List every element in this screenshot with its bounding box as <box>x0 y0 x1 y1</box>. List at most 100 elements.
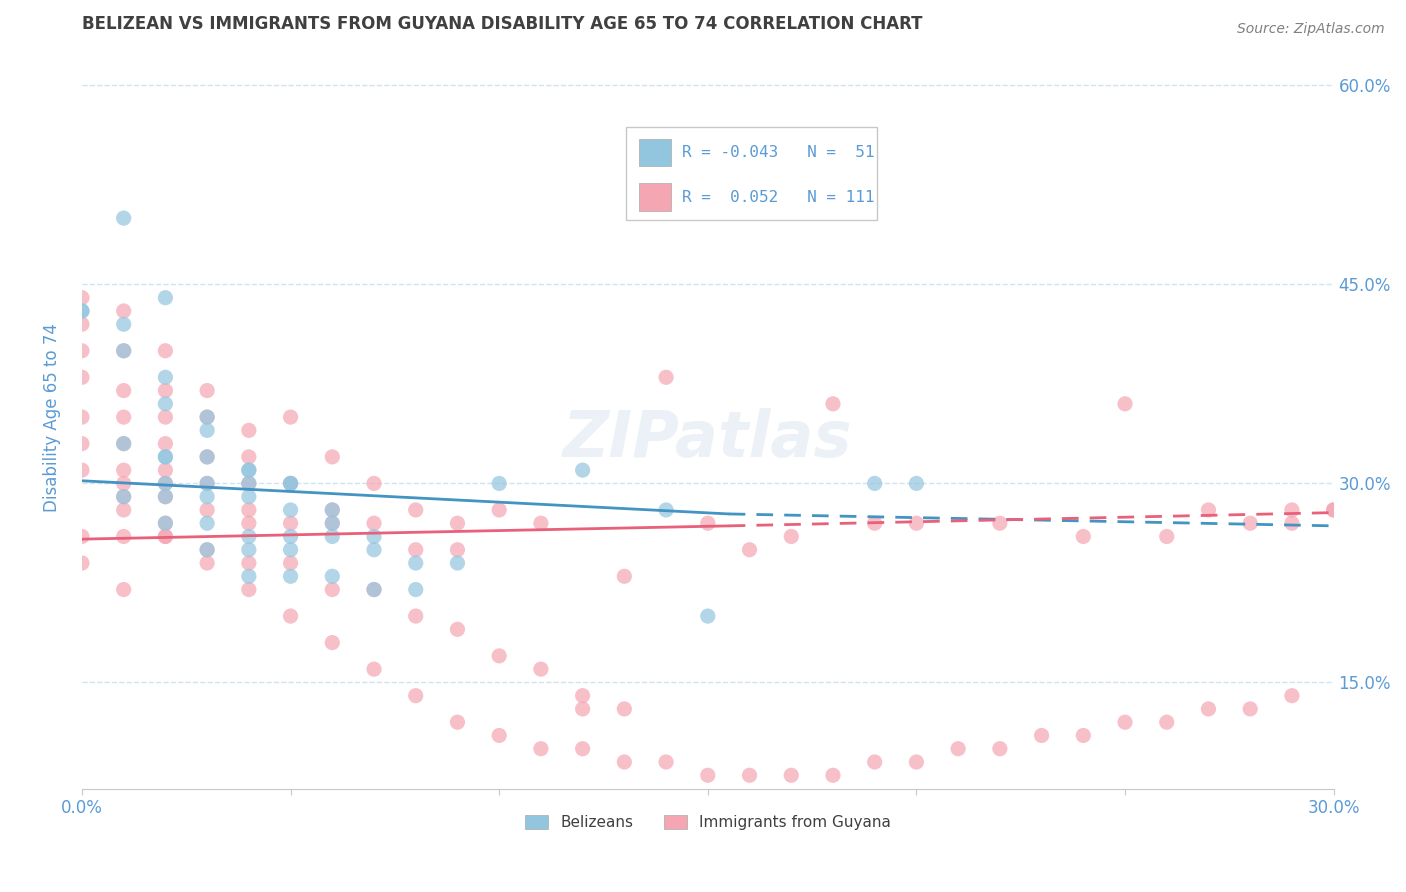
Point <box>195 516 218 531</box>
Point <box>1323 503 1346 517</box>
Point <box>112 304 135 318</box>
Point <box>780 768 803 782</box>
Y-axis label: Disability Age 65 to 74: Disability Age 65 to 74 <box>44 323 60 511</box>
Point <box>405 689 427 703</box>
Point <box>321 569 343 583</box>
Point <box>905 516 928 531</box>
Point <box>863 516 886 531</box>
Point <box>280 569 302 583</box>
Point <box>280 503 302 517</box>
Point <box>488 648 510 663</box>
Text: Source: ZipAtlas.com: Source: ZipAtlas.com <box>1237 22 1385 37</box>
Point <box>70 304 93 318</box>
Point <box>70 370 93 384</box>
Point <box>112 211 135 226</box>
Point <box>280 556 302 570</box>
Point <box>363 542 385 557</box>
Point <box>112 317 135 331</box>
Point <box>571 702 593 716</box>
Point <box>1323 503 1346 517</box>
Point <box>195 490 218 504</box>
Point <box>155 343 177 358</box>
Point <box>1114 397 1136 411</box>
Point <box>321 503 343 517</box>
Point <box>155 529 177 543</box>
Point <box>280 476 302 491</box>
Point <box>238 529 260 543</box>
Point <box>446 715 468 730</box>
Point <box>155 476 177 491</box>
Point <box>155 529 177 543</box>
Point <box>238 463 260 477</box>
Point <box>195 384 218 398</box>
Point <box>821 768 844 782</box>
Point <box>488 476 510 491</box>
Point <box>488 729 510 743</box>
Point <box>530 662 553 676</box>
Point <box>238 582 260 597</box>
Point <box>1198 503 1220 517</box>
Point <box>613 702 636 716</box>
Point <box>112 582 135 597</box>
Point <box>1281 516 1303 531</box>
Point <box>238 476 260 491</box>
Point <box>155 463 177 477</box>
Legend: Belizeans, Immigrants from Guyana: Belizeans, Immigrants from Guyana <box>519 809 897 837</box>
Point <box>238 423 260 437</box>
Point <box>280 609 302 624</box>
Point <box>363 662 385 676</box>
Point <box>155 516 177 531</box>
Point <box>280 542 302 557</box>
Point <box>70 291 93 305</box>
Point <box>112 343 135 358</box>
Point <box>112 503 135 517</box>
Point <box>195 503 218 517</box>
Point <box>738 542 761 557</box>
Point <box>280 529 302 543</box>
Text: ZIPatlas: ZIPatlas <box>562 409 852 470</box>
Point <box>155 476 177 491</box>
Point <box>70 343 93 358</box>
Point <box>1156 529 1178 543</box>
Point <box>112 436 135 450</box>
Point <box>195 476 218 491</box>
Point <box>321 503 343 517</box>
Point <box>155 410 177 425</box>
Point <box>195 556 218 570</box>
Point <box>238 542 260 557</box>
Point <box>195 450 218 464</box>
Point <box>70 463 93 477</box>
Point <box>405 609 427 624</box>
Point <box>738 768 761 782</box>
Point <box>195 410 218 425</box>
Point <box>195 476 218 491</box>
Point <box>1156 715 1178 730</box>
Point <box>655 503 678 517</box>
Point <box>446 516 468 531</box>
Point <box>363 476 385 491</box>
Point <box>112 490 135 504</box>
Point <box>363 582 385 597</box>
Point <box>655 755 678 769</box>
Point <box>530 516 553 531</box>
Point <box>280 476 302 491</box>
Point <box>613 569 636 583</box>
Point <box>70 410 93 425</box>
Point <box>321 516 343 531</box>
Point <box>238 450 260 464</box>
Point <box>195 423 218 437</box>
Point <box>446 623 468 637</box>
Point <box>1281 689 1303 703</box>
Point <box>112 410 135 425</box>
Point <box>321 635 343 649</box>
Point <box>70 317 93 331</box>
Point <box>1071 529 1094 543</box>
Point <box>1281 503 1303 517</box>
Point <box>696 516 718 531</box>
Point <box>155 490 177 504</box>
Point <box>280 410 302 425</box>
Point <box>70 304 93 318</box>
Point <box>155 450 177 464</box>
Point <box>155 291 177 305</box>
Point <box>155 384 177 398</box>
